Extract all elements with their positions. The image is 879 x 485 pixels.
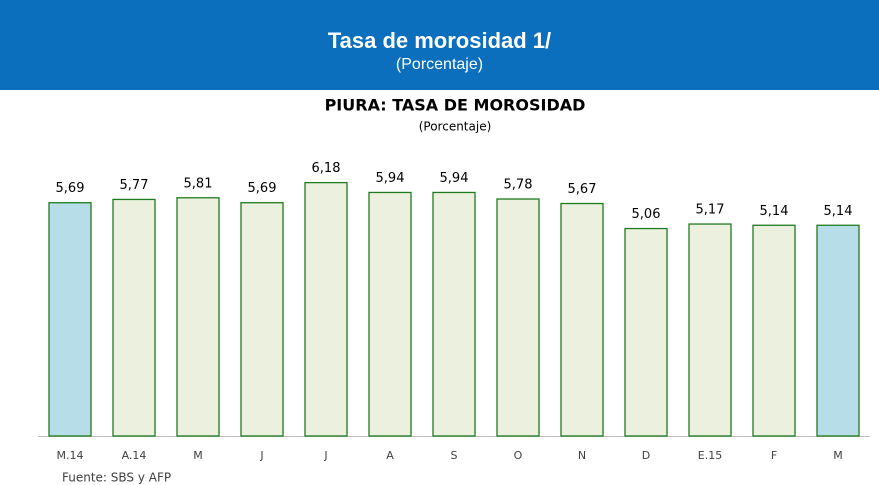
bar [112, 198, 156, 437]
bar [496, 198, 540, 437]
data-label: 5,69 [56, 181, 85, 196]
data-label: 5,14 [760, 204, 789, 219]
x-tick-label: A [386, 449, 394, 462]
data-label: 5,94 [440, 171, 469, 186]
x-tick-label: O [514, 449, 523, 462]
data-label: 5,81 [184, 176, 213, 191]
data-label: 5,06 [632, 207, 661, 222]
bar [240, 202, 284, 437]
bar [752, 224, 796, 437]
x-tick-label: D [642, 449, 650, 462]
bar [432, 191, 476, 437]
header-banner: Tasa de morosidad 1/ (Porcentaje) [0, 0, 879, 90]
header-title: Tasa de morosidad 1/ [327, 28, 552, 53]
bar [688, 223, 732, 437]
bar [368, 191, 412, 437]
data-label: 5,78 [504, 178, 533, 193]
x-tick-label: S [451, 449, 458, 462]
bar [176, 197, 220, 437]
x-tick-label: J [259, 449, 263, 462]
x-tick-label: M.14 [57, 449, 84, 462]
x-tick-label: A.14 [122, 449, 147, 462]
x-tick-label: F [771, 449, 777, 462]
chart-subtitle: (Porcentaje) [419, 120, 492, 134]
bar [304, 181, 348, 437]
data-label: 5,17 [696, 203, 725, 218]
x-tick-label: M [833, 449, 843, 462]
source-note: Fuente: SBS y AFP [62, 471, 171, 485]
data-label: 6,18 [312, 161, 341, 176]
bar [624, 227, 668, 437]
x-tick-label: E.15 [698, 449, 722, 462]
bar [816, 224, 860, 437]
data-label: 5,94 [376, 171, 405, 186]
x-tick-label: M [193, 449, 203, 462]
data-label: 5,69 [248, 181, 277, 196]
bar [48, 202, 92, 437]
x-tick-label: N [578, 449, 586, 462]
data-label: 5,67 [568, 182, 597, 197]
data-label: 5,77 [120, 178, 149, 193]
x-tick-label: J [323, 449, 327, 462]
data-label: 5,14 [824, 204, 853, 219]
bar [560, 202, 604, 437]
chart-title: PIURA: TASA DE MOROSIDAD [325, 96, 586, 115]
header-subtitle: (Porcentaje) [395, 56, 484, 73]
